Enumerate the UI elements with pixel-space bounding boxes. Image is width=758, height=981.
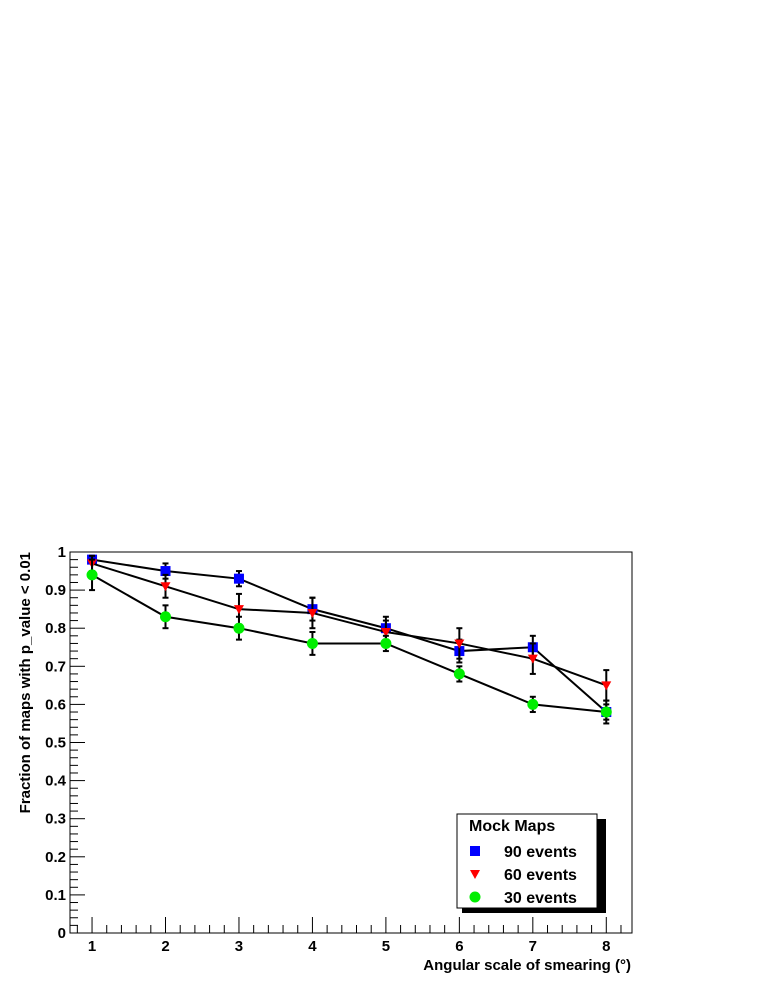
x-tick-labels: 1 2 3 4 5 6 7 8 [88, 938, 611, 955]
series-line [91, 558, 607, 713]
y-tick-label: 0.1 [45, 887, 66, 904]
axis-ticks [70, 551, 622, 934]
legend-marker [470, 846, 480, 856]
y-tick-label: 0.2 [45, 849, 66, 866]
series-line [91, 562, 607, 687]
series-layer [86, 554, 612, 725]
x-tick-label: 6 [455, 938, 463, 955]
data-point [601, 681, 612, 691]
series-line [91, 573, 607, 714]
data-point [233, 622, 245, 634]
x-tick-label: 2 [161, 938, 169, 955]
legend-box [456, 813, 598, 909]
y-tick-label: 0.6 [45, 696, 66, 713]
x-tick-label: 1 [88, 938, 96, 955]
y-tick-labels: 0 0.1 0.2 0.3 0.4 0.5 0.6 0.7 0.8 0.9 1 [45, 544, 67, 942]
data-point [160, 611, 172, 623]
x-tick-label: 5 [382, 938, 390, 955]
x-tick-label: 8 [602, 938, 610, 955]
legend-marker [469, 891, 481, 903]
legend: Mock Maps 90 events 60 events 30 events [456, 813, 606, 913]
legend-entry-label: 60 events [504, 867, 577, 884]
y-axis-title: Fraction of maps with p_value < 0.01 [17, 552, 34, 813]
legend-entry-label: 30 events [504, 890, 577, 907]
data-point [527, 698, 539, 710]
legend-entries: 90 events 60 events 30 events [469, 844, 577, 907]
y-tick-label: 0.4 [45, 773, 67, 790]
x-tick-label: 7 [529, 938, 537, 955]
data-point [233, 573, 244, 584]
y-tick-label: 0.8 [45, 620, 66, 637]
legend-title: Mock Maps [469, 818, 555, 835]
x-tick-label: 4 [308, 938, 317, 955]
data-point [380, 637, 392, 649]
data-point [307, 608, 318, 618]
y-tick-label: 0.9 [45, 582, 66, 599]
data-point [233, 605, 244, 615]
data-point [160, 582, 171, 592]
data-point [454, 639, 465, 649]
data-point [600, 706, 612, 718]
y-tick-label: 0 [58, 925, 66, 942]
y-tick-label: 0.5 [45, 735, 66, 752]
data-point [453, 668, 465, 680]
x-axis-title: Angular scale of smearing (°) [423, 957, 631, 974]
y-tick-label: 0.7 [45, 658, 66, 675]
data-point [86, 569, 98, 581]
y-tick-label: 1 [58, 544, 66, 561]
x-tick-label: 3 [235, 938, 243, 955]
y-tick-label: 0.3 [45, 811, 66, 828]
legend-entry-label: 90 events [504, 844, 577, 861]
series-3 [86, 558, 612, 721]
legend-marker [470, 870, 480, 879]
data-point [160, 566, 171, 577]
data-point [380, 628, 391, 638]
data-point [527, 654, 538, 664]
data-point [306, 637, 318, 649]
